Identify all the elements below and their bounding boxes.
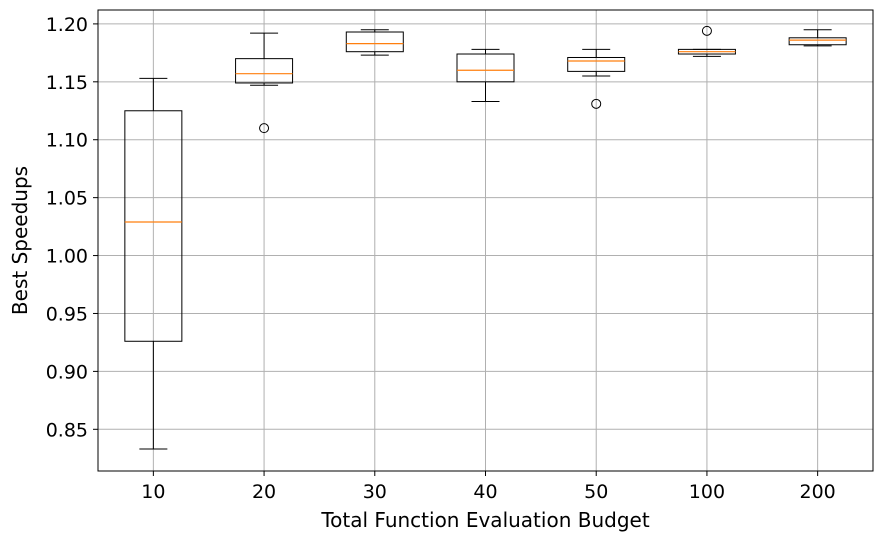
outlier-point: [259, 123, 270, 134]
y-tick-label: 1.20: [46, 14, 88, 36]
x-tick-label: 200: [800, 481, 836, 503]
outlier-point: [701, 25, 712, 36]
box-10: [124, 77, 183, 450]
y-tick-label: 1.00: [46, 246, 88, 268]
box-200: [788, 29, 847, 47]
outlier-point: [591, 98, 602, 109]
box-series: [124, 25, 847, 450]
box-iqr: [124, 110, 183, 342]
x-axis: 10 20 30 40 50 100 200: [141, 471, 836, 503]
box-iqr: [235, 58, 294, 84]
box-100: [677, 25, 736, 57]
y-tick-label: 1.15: [46, 72, 88, 94]
box-iqr: [456, 53, 515, 83]
x-tick-label: 50: [584, 481, 608, 503]
y-tick-label: 0.90: [46, 361, 88, 383]
x-tick-label: 100: [689, 481, 725, 503]
box-50: [567, 48, 626, 109]
y-axis: 0.85 0.90 0.95 1.00 1.05 1.10 1.15 1.20: [46, 14, 98, 441]
box-30: [345, 29, 404, 56]
x-tick-label: 10: [141, 481, 165, 503]
box-20: [235, 32, 294, 134]
box-iqr: [567, 56, 626, 72]
y-tick-label: 1.10: [46, 130, 88, 152]
y-tick-label: 1.05: [46, 188, 88, 210]
box-iqr: [345, 31, 404, 53]
y-tick-label: 0.85: [46, 419, 88, 441]
x-tick-label: 40: [473, 481, 497, 503]
box-40: [456, 48, 515, 103]
y-tick-label: 0.95: [46, 303, 88, 325]
box-iqr: [788, 37, 847, 46]
x-tick-label: 20: [252, 481, 276, 503]
grid-lines: [98, 10, 873, 471]
y-axis-label: Best Speedups: [8, 166, 32, 315]
x-tick-label: 30: [363, 481, 387, 503]
x-axis-label: Total Function Evaluation Budget: [320, 508, 649, 532]
